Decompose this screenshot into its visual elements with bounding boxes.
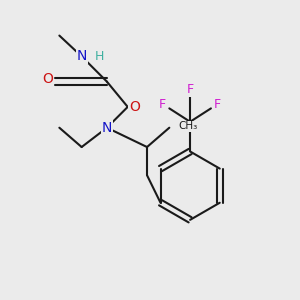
Text: F: F (187, 83, 194, 97)
Text: F: F (159, 98, 166, 111)
Text: O: O (42, 72, 53, 86)
Text: N: N (76, 50, 87, 63)
Text: O: O (129, 100, 140, 114)
Text: F: F (214, 98, 221, 111)
Text: CH₃: CH₃ (178, 121, 197, 131)
Text: H: H (95, 50, 104, 63)
Text: N: N (102, 121, 112, 135)
